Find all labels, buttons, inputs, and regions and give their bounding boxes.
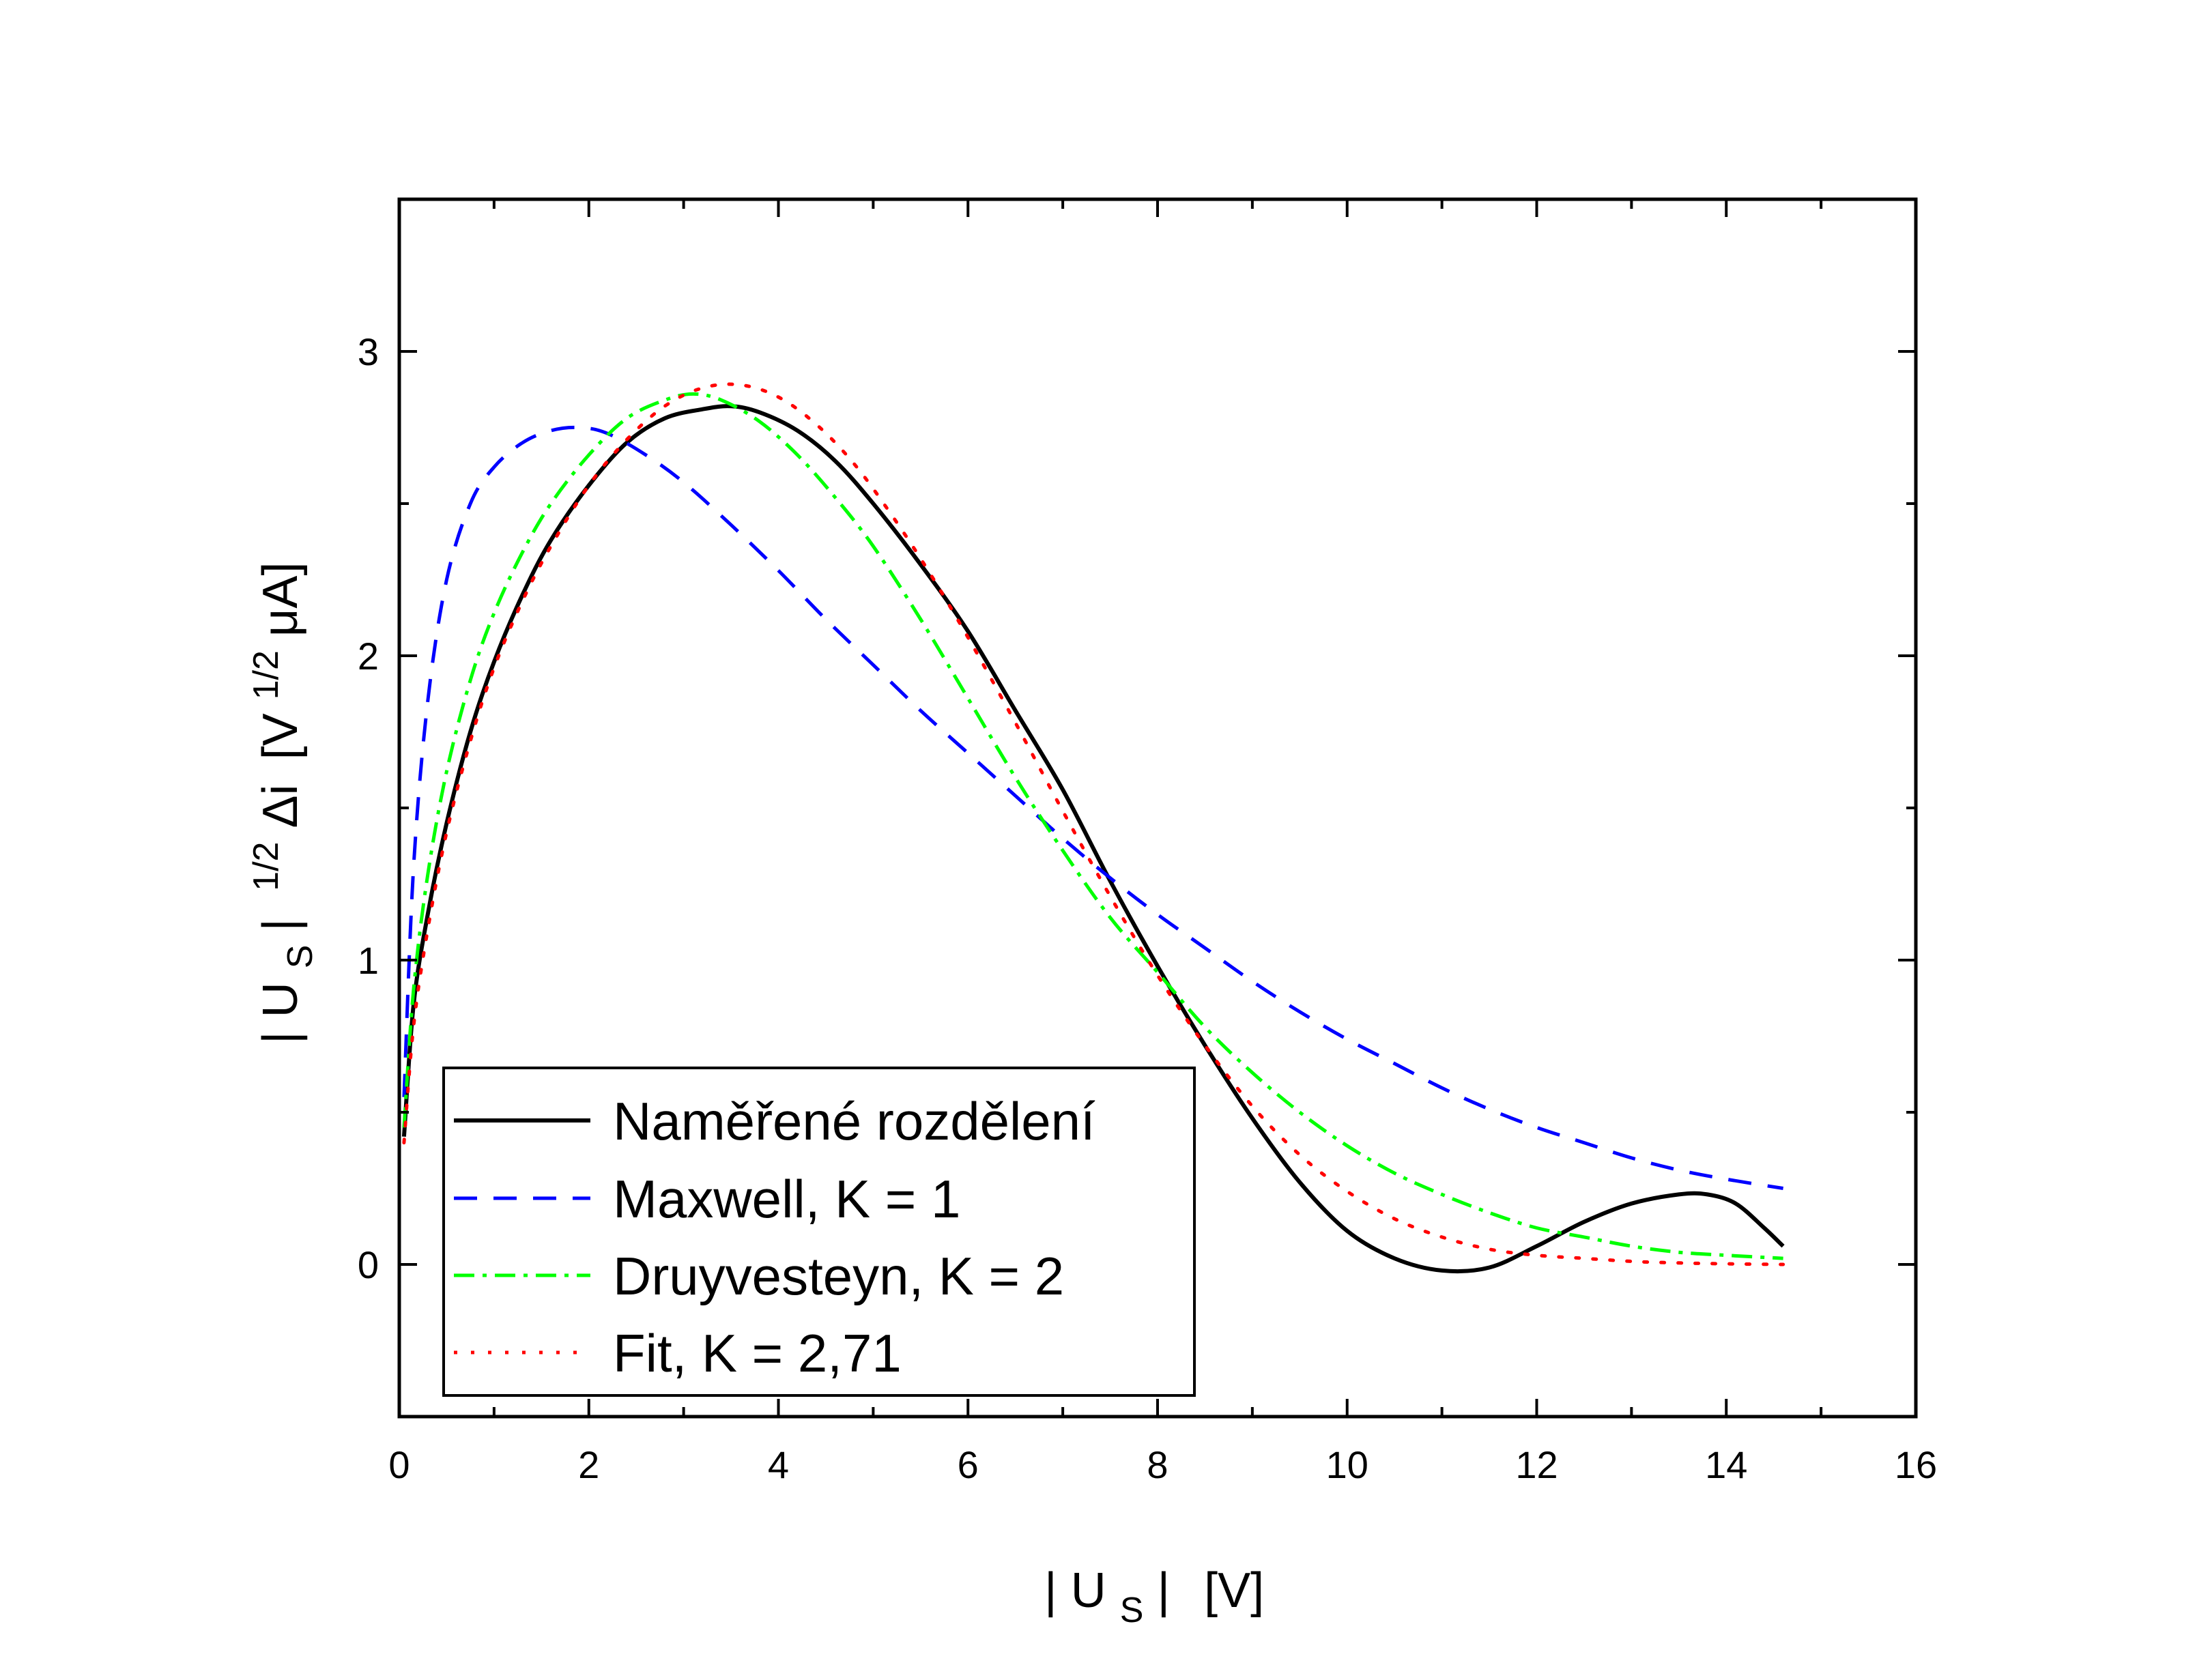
y-axis-title-pipe-left: | [253,1031,308,1044]
y-axis-title-pipe-right: | [253,918,308,931]
y-tick-label: 0 [358,1243,379,1286]
series-line-3 [402,392,1783,1260]
y-axis-title: | U S | 1/2 Δi [V 1/2 μA] [234,562,323,1044]
y-axis-title-main: U [253,982,308,1017]
legend-label-druyvesteyn: Druyvesteyn, K = 2 [613,1246,1064,1306]
x-axis-title: | U S | [V] [1044,1563,1264,1633]
x-tick-label: 10 [1326,1443,1368,1486]
y-axis-title-sup2: 1/2 [246,650,286,699]
y-tick-label: 1 [358,939,379,982]
x-tick-label: 4 [768,1443,789,1486]
series-line-1 [401,404,1785,1274]
y-tick-label: 3 [358,330,379,373]
y-tick-label: 2 [358,635,379,678]
y-axis-title-unit-open: [V [253,713,308,759]
y-axis-title-sup1: 1/2 [246,842,286,891]
x-axis-title-sub: S [1120,1591,1144,1630]
x-tick-label: 16 [1895,1443,1937,1486]
y-axis-title-delta: Δi [253,784,308,828]
x-tick-label: 14 [1705,1443,1747,1486]
x-tick-label: 0 [388,1443,410,1486]
y-axis-title-unit-close: μA] [253,562,308,637]
legend-label-maxwell: Maxwell, K = 1 [613,1169,960,1229]
x-axis-title-main: U [1071,1563,1106,1618]
series-line-2 [402,425,1783,1190]
x-axis-title-pipe-left: | [1044,1563,1057,1618]
legend-label-fit: Fit, K = 2,71 [613,1323,902,1383]
x-tick-label: 2 [578,1443,599,1486]
x-tick-label: 8 [1147,1443,1168,1486]
y-axis-title-sub: S [281,945,320,969]
legend-label-measured: Naměřené rozdělení [613,1091,1095,1151]
x-axis-title-pipe-right: | [1157,1563,1170,1618]
legend: Naměřené rozdělení Maxwell, K = 1 Druyve… [442,1067,1196,1397]
x-axis-title-unit: [V] [1204,1563,1264,1618]
x-tick-label: 12 [1515,1443,1558,1486]
x-tick-label: 6 [958,1443,979,1486]
series-layer [401,382,1785,1274]
